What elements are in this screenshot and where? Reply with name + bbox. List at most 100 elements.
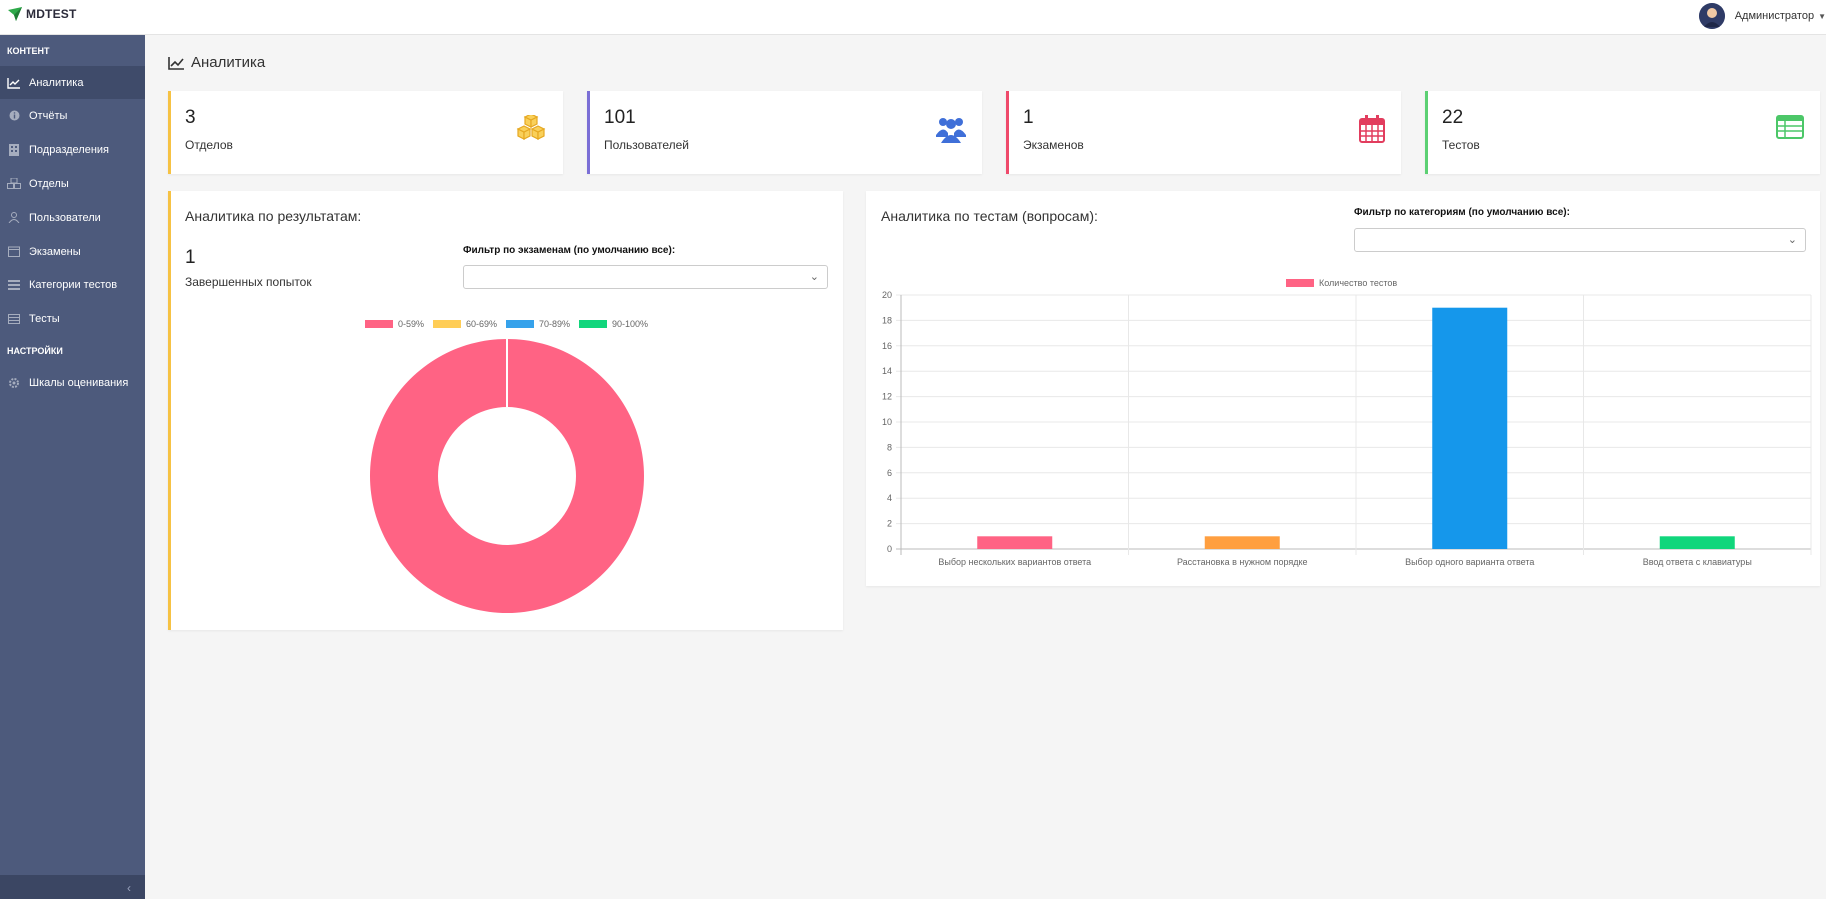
caret-down-icon[interactable]: ▼ — [1818, 11, 1826, 21]
sidebar-item-label: Пользователи — [29, 211, 101, 224]
chart-line-icon — [7, 76, 21, 90]
calendar-icon — [1359, 115, 1385, 143]
users-icon — [936, 118, 966, 143]
panel-title: Аналитика по результатам: — [185, 208, 362, 224]
logo-icon — [8, 7, 22, 21]
stat-label: Тестов — [1442, 138, 1480, 152]
chart-line-icon — [168, 56, 184, 70]
panel-title: Аналитика по тестам (вопросам): — [881, 208, 1098, 224]
y-tick-label: 12 — [882, 392, 892, 402]
page-title: Аналитика — [168, 54, 265, 71]
sidebar-item-label: Шкалы оценивания — [29, 376, 129, 389]
cubes-icon — [7, 177, 21, 191]
tests-analytics-panel: Аналитика по тестам (вопросам): Фильтр п… — [866, 191, 1820, 586]
y-tick-label: 0 — [887, 544, 892, 554]
table-icon — [1776, 115, 1804, 139]
sidebar-item-grading-scales[interactable]: Шкалы оценивания — [0, 366, 145, 399]
users-icon — [7, 211, 21, 225]
user-name: Администратор — [1734, 10, 1815, 22]
legend-item[interactable]: 0-59% — [365, 319, 424, 329]
legend-swatch — [579, 320, 607, 328]
top-bar: MDTEST Администратор ▼ — [0, 0, 1826, 35]
sidebar-collapse-bar[interactable]: ‹ — [0, 875, 145, 899]
legend-item[interactable]: 60-69% — [433, 319, 497, 329]
y-tick-label: 6 — [887, 468, 892, 478]
exam-filter-select[interactable]: ⌄ — [463, 265, 828, 289]
stat-label: Отделов — [185, 138, 233, 152]
stat-value: 22 — [1442, 107, 1464, 128]
legend-swatch — [1286, 279, 1314, 287]
legend-label: 90-100% — [612, 319, 649, 329]
sidebar-item-tests[interactable]: Тесты — [0, 302, 145, 335]
legend-label: 70-89% — [539, 319, 571, 329]
app-logo[interactable]: MDTEST — [8, 7, 77, 21]
bar[interactable] — [1659, 536, 1735, 549]
bar[interactable] — [1432, 307, 1508, 549]
sidebar-item-label: Экзамены — [29, 245, 81, 258]
bar[interactable] — [977, 536, 1053, 549]
sidebar: КОНТЕНТ Аналитика Отчёты Подразделения О… — [0, 35, 145, 899]
stat-card-departments: 3 Отделов — [168, 91, 563, 174]
sidebar-item-analytics[interactable]: Аналитика — [0, 66, 145, 99]
sidebar-item-test-categories[interactable]: Категории тестов — [0, 268, 145, 301]
y-tick-label: 16 — [882, 341, 892, 351]
stat-card-exams: 1 Экзаменов — [1006, 91, 1401, 174]
completed-label: Завершенных попыток — [185, 275, 312, 289]
category-filter-select[interactable]: ⌄ — [1354, 228, 1806, 252]
sidebar-item-label: Подразделения — [29, 143, 109, 156]
user-menu[interactable]: Администратор ▼ — [1698, 3, 1826, 29]
building-icon — [7, 143, 21, 157]
avatar[interactable] — [1698, 3, 1725, 29]
sidebar-item-reports[interactable]: Отчёты — [0, 99, 145, 132]
stat-card-users: 101 Пользователей — [587, 91, 982, 174]
sidebar-item-exams[interactable]: Экзамены — [0, 235, 145, 268]
page-title-text: Аналитика — [191, 54, 266, 71]
y-tick-label: 8 — [887, 442, 892, 452]
stat-card-tests: 22 Тестов — [1425, 91, 1820, 174]
y-tick-label: 2 — [887, 519, 892, 529]
sidebar-section-settings: НАСТРОЙКИ — [7, 346, 63, 356]
x-tick-label: Ввод ответа с клавиатуры — [1643, 557, 1752, 567]
stat-value: 1 — [1023, 107, 1034, 128]
exam-filter-label: Фильтр по экзаменам (по умолчанию все): — [463, 245, 676, 256]
x-tick-label: Выбор одного варианта ответа — [1405, 557, 1534, 567]
gear-icon — [7, 376, 21, 390]
sidebar-item-departments[interactable]: Отделы — [0, 167, 145, 200]
x-tick-label: Выбор нескольких вариантов ответа — [938, 557, 1091, 567]
x-tick-label: Расстановка в нужном порядке — [1177, 557, 1308, 567]
y-tick-label: 20 — [882, 290, 892, 300]
sidebar-item-label: Отчёты — [29, 109, 68, 122]
cubes-icon — [516, 115, 546, 140]
y-tick-label: 18 — [882, 315, 892, 325]
info-icon — [7, 109, 21, 123]
chevron-left-icon[interactable]: ‹ — [127, 881, 131, 895]
sidebar-item-label: Аналитика — [29, 76, 84, 89]
tests-bar-chart: 0 2 4 6 8 10 12 14 16 18 20 Выбор нескольких вариан… — [882, 290, 1812, 567]
sidebar-section-content: КОНТЕНТ — [7, 46, 50, 56]
y-tick-label: 4 — [887, 493, 892, 503]
y-tick-label: 14 — [882, 366, 892, 376]
donut-slice-0-59[interactable] — [369, 339, 644, 613]
sidebar-item-divisions[interactable]: Подразделения — [0, 133, 145, 166]
y-tick-label: 10 — [882, 417, 892, 427]
list-icon — [7, 278, 21, 292]
sidebar-item-users[interactable]: Пользователи — [0, 201, 145, 234]
stat-value: 3 — [185, 107, 196, 128]
chevron-down-icon: ⌄ — [809, 271, 819, 283]
legend-swatch — [365, 320, 393, 328]
calendar-icon — [7, 245, 21, 259]
legend-item[interactable]: 90-100% — [579, 319, 648, 329]
completed-count: 1 — [185, 247, 196, 268]
results-analytics-panel: Аналитика по результатам: 1 Завершенных … — [168, 191, 843, 630]
legend-swatch — [433, 320, 461, 328]
legend-item[interactable]: Количество тестов — [1286, 278, 1397, 288]
bar[interactable] — [1204, 536, 1280, 549]
legend-label: Количество тестов — [1319, 278, 1398, 288]
sidebar-item-label: Тесты — [29, 312, 60, 325]
table-icon — [7, 312, 21, 326]
legend-item[interactable]: 70-89% — [506, 319, 570, 329]
stat-value: 101 — [604, 107, 636, 128]
category-filter-label: Фильтр по категориям (по умолчанию все): — [1354, 207, 1570, 218]
sidebar-item-label: Категории тестов — [29, 278, 118, 291]
results-donut-chart — [369, 339, 644, 613]
